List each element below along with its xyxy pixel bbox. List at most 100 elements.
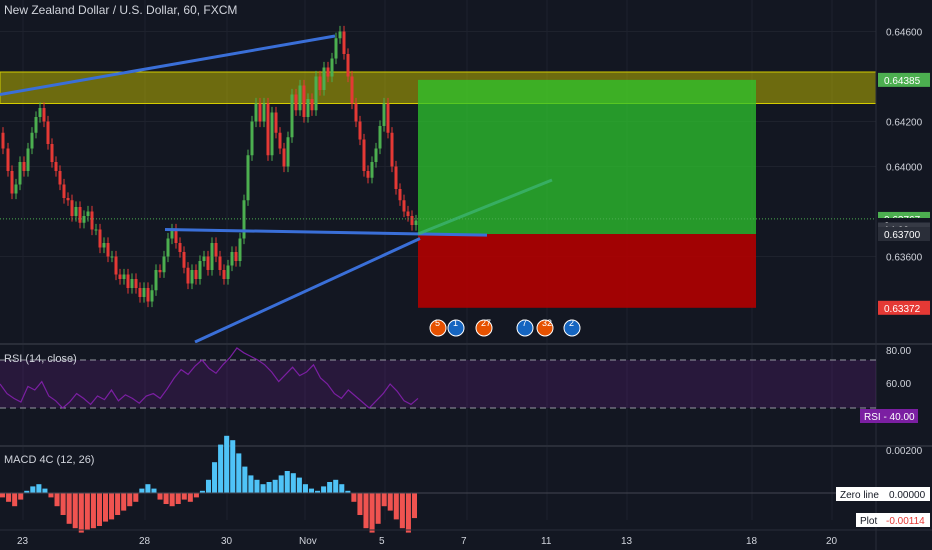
- macd-bar: [145, 484, 151, 493]
- candle-body: [398, 189, 402, 201]
- macd-bar: [12, 493, 18, 507]
- candle-body: [158, 270, 162, 273]
- price-label-text: 0.63372: [884, 304, 921, 315]
- candle-body: [70, 200, 74, 216]
- macd-bar: [321, 486, 327, 493]
- candle-body: [10, 171, 14, 194]
- macd-bar: [205, 479, 212, 493]
- rsi-series-line: [0, 347, 419, 409]
- macd-bar: [24, 490, 30, 493]
- candle-body: [290, 94, 294, 138]
- candle-body: [230, 252, 234, 266]
- projection-line: [417, 178, 553, 236]
- candle-body: [366, 171, 370, 178]
- macd-bar: [60, 493, 66, 515]
- price-label-text: 0.64385: [884, 76, 921, 87]
- profit-zone: [418, 79, 756, 234]
- time-axis-tick: 11: [541, 536, 552, 547]
- rsi-band-fill: [0, 360, 876, 408]
- candle-body: [86, 211, 90, 216]
- macd-bar: [169, 493, 175, 507]
- macd-bar: [327, 482, 333, 493]
- macd-bar: [42, 488, 48, 493]
- candle-body: [118, 274, 122, 279]
- candle-body: [126, 274, 130, 288]
- candle-body: [26, 148, 30, 171]
- macd-bar: [187, 493, 193, 502]
- candle-body: [94, 229, 98, 231]
- macd-bar: [84, 493, 90, 531]
- candle-body: [46, 121, 50, 144]
- event-badge-icon: [563, 319, 581, 337]
- price-axis-tick: 0.64600: [886, 28, 923, 39]
- rsi-label-box: [860, 409, 918, 423]
- macd-bar: [333, 479, 339, 493]
- macd-bar: [163, 493, 169, 504]
- candle-body: [42, 108, 46, 122]
- candle-body: [166, 238, 170, 257]
- time-axis-tick: 18: [746, 536, 758, 547]
- candle-body: [122, 274, 126, 279]
- macd-bar: [387, 493, 393, 511]
- candle-body: [182, 252, 186, 268]
- price-label-text: 0.63700: [884, 230, 921, 241]
- event-badge-count: 1: [453, 318, 458, 328]
- macd-bar: [254, 479, 260, 493]
- macd-bar: [96, 493, 102, 526]
- candle-body: [318, 76, 322, 90]
- macd-bar: [175, 493, 181, 504]
- price-label-box: [878, 300, 930, 315]
- candle-body: [250, 121, 254, 156]
- candle-body: [246, 155, 250, 201]
- chart-title: New Zealand Dollar / U.S. Dollar, 60, FX…: [4, 3, 238, 17]
- loss-zone: [418, 234, 756, 308]
- macd-bar: [266, 482, 272, 493]
- candle-body: [274, 112, 278, 133]
- macd-bar: [157, 493, 163, 500]
- macd-bar: [36, 484, 42, 493]
- macd-bar: [315, 490, 321, 493]
- macd-bar: [127, 493, 133, 507]
- candle-body: [174, 229, 178, 243]
- macd-bar: [102, 493, 109, 522]
- macd-bar: [0, 493, 6, 498]
- macd-bar: [290, 473, 296, 493]
- candle-body: [294, 94, 298, 111]
- candle-body: [186, 267, 190, 284]
- macd-bar: [30, 486, 36, 493]
- macd-bar: [351, 493, 357, 502]
- event-badge-count: 27: [481, 318, 491, 328]
- macd-bar: [72, 493, 78, 529]
- candle-body: [210, 243, 214, 270]
- candle-body: [386, 103, 390, 133]
- macd-bar: [339, 484, 345, 493]
- candle-body: [30, 132, 34, 149]
- candle-body: [382, 103, 386, 126]
- macd-bar: [381, 493, 387, 507]
- candle-body: [258, 103, 262, 122]
- candle-body: [150, 290, 154, 302]
- candle-body: [322, 67, 326, 90]
- candle-body: [358, 121, 362, 140]
- candle-body: [306, 99, 310, 117]
- candle-body: [286, 137, 290, 167]
- rsi-axis-tick: 0.00200: [886, 446, 923, 457]
- macd-bar: [236, 453, 242, 493]
- trendline: [194, 237, 421, 344]
- candle-body: [262, 103, 266, 122]
- event-badge-icon: [475, 319, 493, 337]
- candle-body: [378, 126, 382, 149]
- candle-body: [406, 211, 410, 216]
- candle-body: [226, 265, 230, 279]
- candle-body: [202, 256, 206, 261]
- macd-bar: [115, 493, 121, 515]
- macd-bar: [302, 484, 308, 493]
- candle-body: [66, 198, 70, 201]
- trendline: [0, 34, 336, 96]
- candle-body: [198, 261, 202, 279]
- candle-body: [194, 270, 198, 279]
- price-axis-tick: 0.64200: [886, 118, 923, 129]
- candle-body: [206, 256, 210, 270]
- candle-body: [98, 229, 102, 248]
